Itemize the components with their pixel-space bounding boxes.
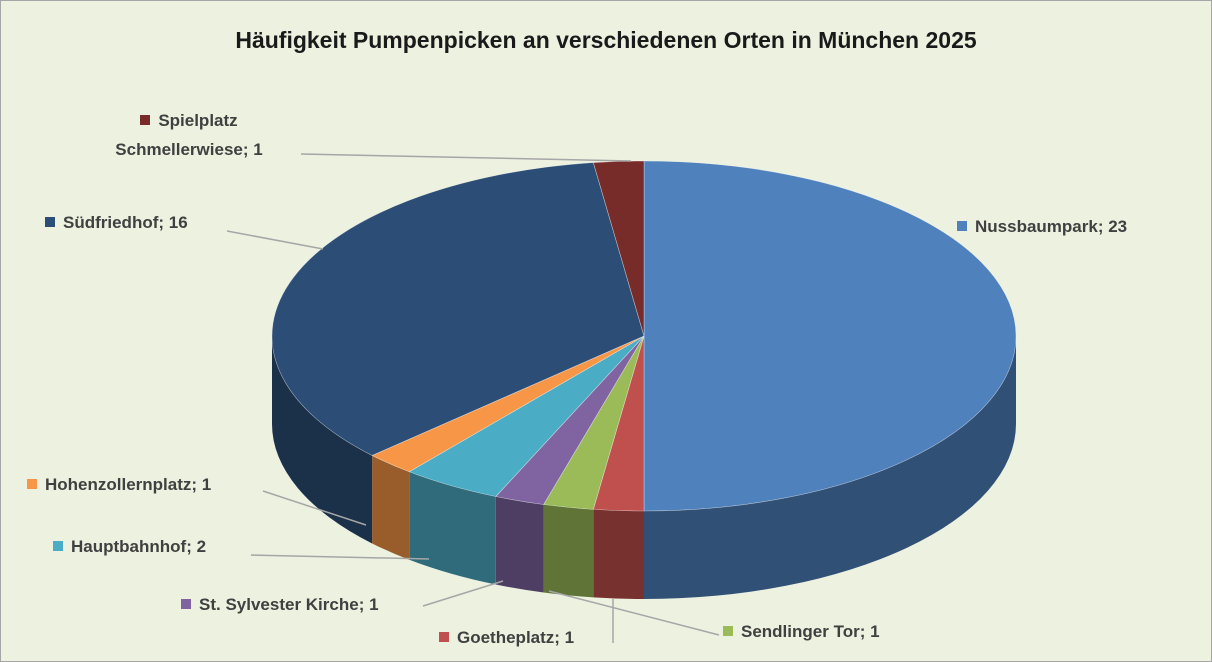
- leader-line: [548, 590, 720, 636]
- data-label: Hohenzollernplatz; 1: [45, 475, 212, 494]
- slice-side: [593, 509, 644, 599]
- data-label-box: Südfriedhof; 16: [45, 213, 188, 233]
- label-marker: [439, 632, 449, 642]
- leader-line: [250, 554, 430, 560]
- label-marker: [140, 115, 151, 125]
- label-marker: [181, 599, 191, 609]
- data-label: St. Sylvester Kirche; 1: [199, 595, 379, 614]
- label-marker: [27, 479, 37, 489]
- data-label: Spielplatz Schmellerwiese; 1: [115, 111, 263, 159]
- data-label: Hauptbahnhof; 2: [71, 537, 207, 556]
- data-label-box: St. Sylvester Kirche; 1: [181, 595, 379, 615]
- data-label-box: Sendlinger Tor; 1: [723, 622, 880, 642]
- label-marker: [53, 541, 63, 551]
- data-label: Goetheplatz; 1: [457, 628, 575, 647]
- label-marker: [45, 217, 55, 227]
- data-label-box: Goetheplatz; 1: [439, 628, 574, 648]
- slice-side: [543, 504, 594, 598]
- data-label: Sendlinger Tor; 1: [741, 622, 880, 641]
- leader-line: [226, 230, 324, 250]
- leader-line: [422, 580, 504, 607]
- slice-side: [409, 471, 496, 585]
- chart-title: Häufigkeit Pumpenpicken an verschiedenen…: [235, 27, 977, 53]
- slice-side: [495, 496, 544, 593]
- slice-side: [372, 455, 410, 560]
- leader-line: [262, 490, 367, 526]
- data-label-box: Spielplatz Schmellerwiese; 1: [89, 106, 289, 164]
- data-label-box: Hohenzollernplatz; 1: [27, 475, 211, 495]
- label-marker: [957, 221, 967, 231]
- data-label-box: Hauptbahnhof; 2: [53, 537, 206, 557]
- slice: [271, 162, 645, 456]
- slice-side: [272, 336, 373, 544]
- label-marker: [723, 626, 733, 636]
- data-label: Südfriedhof; 16: [63, 213, 188, 232]
- slice: [643, 160, 1017, 512]
- data-label: Nussbaumpark; 23: [975, 217, 1128, 236]
- data-label-box: Nussbaumpark; 23: [957, 217, 1127, 237]
- leader-line: [300, 153, 632, 162]
- slice-side: [644, 336, 1016, 599]
